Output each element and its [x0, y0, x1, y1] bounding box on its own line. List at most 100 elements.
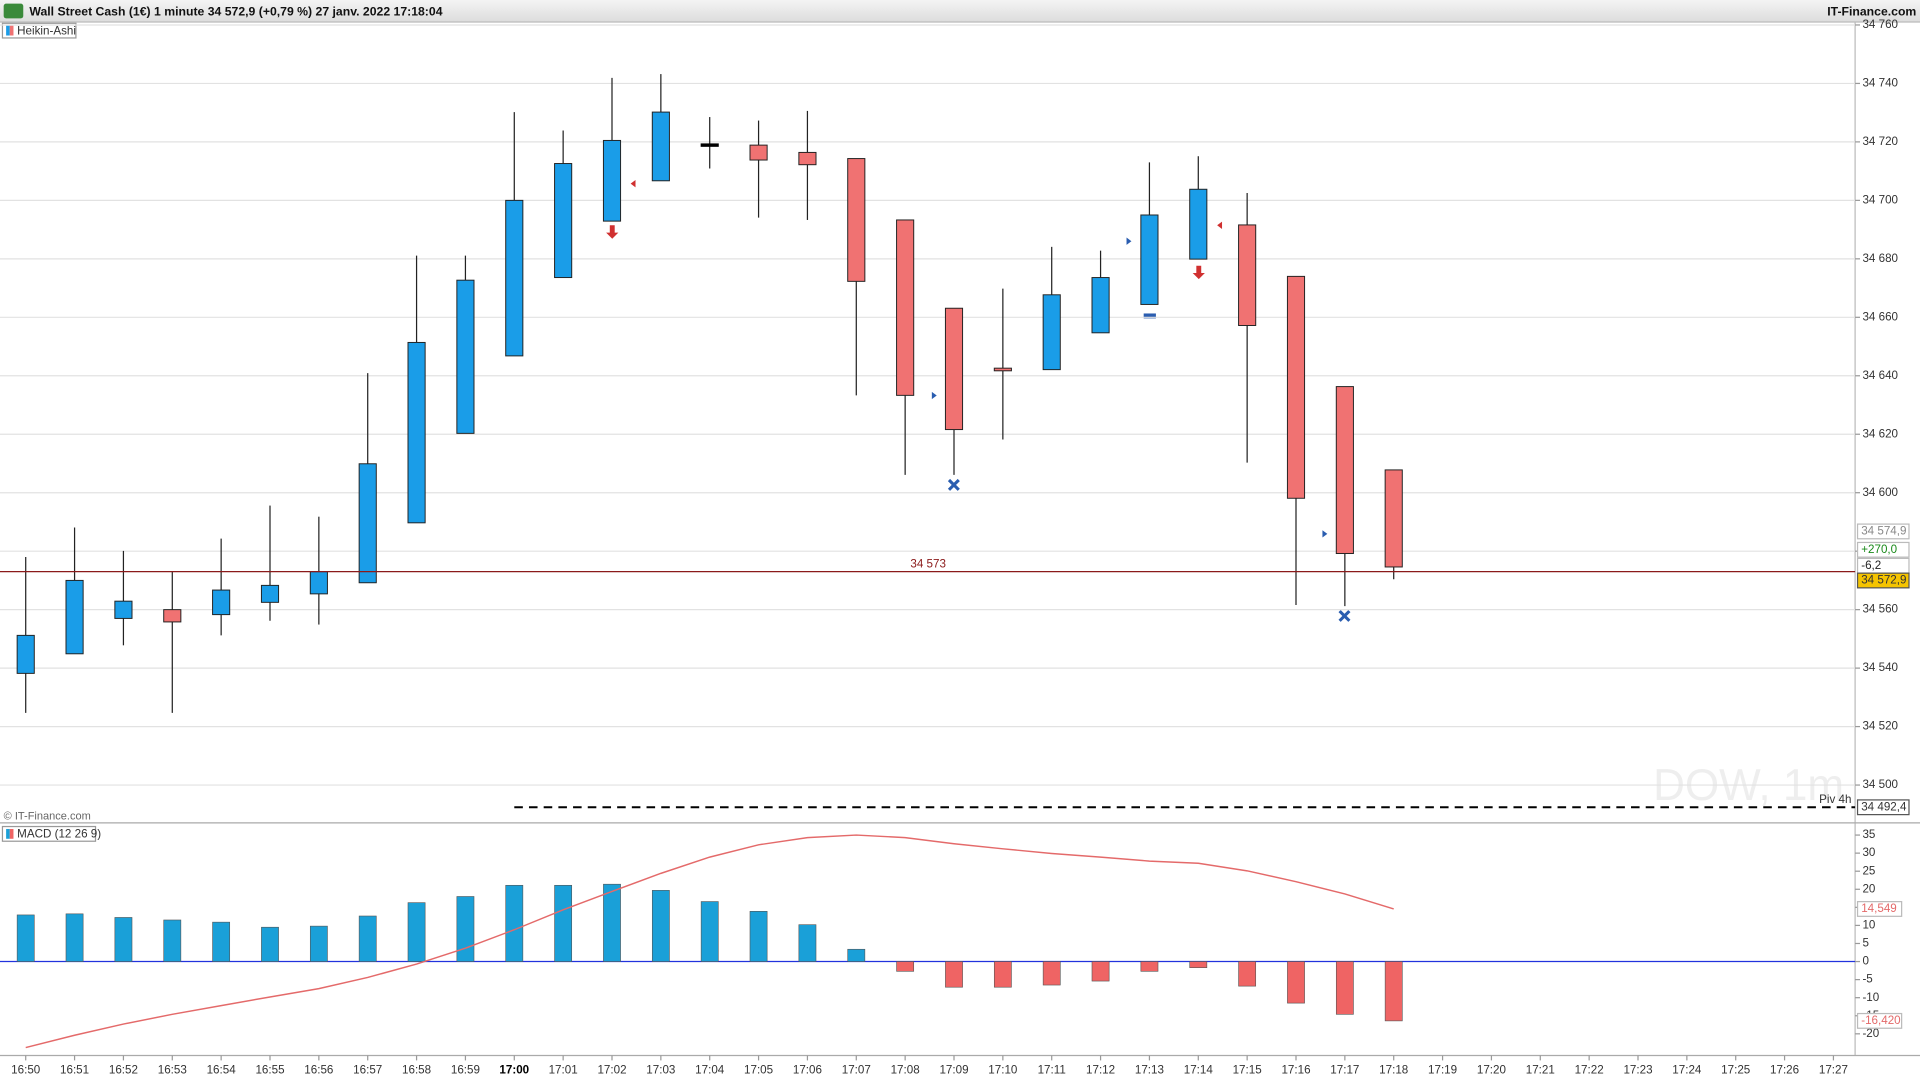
macd-bar	[407, 902, 426, 962]
x-tick-label: 16:59	[451, 1063, 480, 1076]
price-tag: +270,0	[1861, 543, 1897, 556]
macd-bar	[651, 890, 670, 962]
dash-marker	[1143, 313, 1156, 319]
macd-legend-box[interactable]	[1, 825, 97, 842]
x-tick-label: 16:57	[353, 1063, 382, 1076]
price-tag: 34 574,9	[1861, 525, 1906, 538]
down-arrow	[1192, 265, 1205, 280]
macd-bar	[309, 925, 328, 962]
candle-body	[798, 151, 817, 166]
macd-bar	[358, 915, 377, 962]
y-tick-label: 34 560	[1862, 603, 1898, 616]
candle-body	[65, 579, 84, 655]
x-tick-label: 17:15	[1233, 1063, 1262, 1076]
macd-bar	[603, 883, 621, 962]
macd-bar	[505, 884, 524, 962]
x-tick-label: 16:58	[402, 1063, 431, 1076]
x-tick-label: 17:19	[1428, 1063, 1457, 1076]
x-tick-label: 17:02	[597, 1063, 626, 1076]
macd-bar	[896, 961, 915, 972]
pivot-tag-box	[1856, 799, 1910, 816]
candle-body	[896, 219, 915, 396]
macd-bar	[1140, 961, 1159, 972]
x-tick-label: 17:26	[1770, 1063, 1799, 1076]
x-tick-label: 17:17	[1330, 1063, 1359, 1076]
signal-markers	[606, 180, 1351, 622]
signal-line	[25, 834, 1394, 1049]
x-tick-label: 17:06	[793, 1063, 822, 1076]
candle-body	[1140, 214, 1159, 305]
y-tick-label: 30	[1862, 846, 1875, 859]
macd-bar	[1042, 961, 1061, 986]
x-tick-label: 16:53	[158, 1063, 187, 1076]
macd-bar	[798, 924, 817, 962]
x-tick-label: 17:07	[842, 1063, 871, 1076]
header-source[interactable]: IT-Finance.com	[1827, 4, 1916, 18]
pivot-tag: 34 492,4	[1861, 800, 1907, 813]
candle-body	[16, 634, 35, 674]
y-tick-label: 10	[1862, 918, 1875, 931]
x-tick-label: 17:04	[695, 1063, 725, 1076]
right-marker	[1126, 237, 1132, 245]
x-tick-label: 17:23	[1623, 1063, 1652, 1076]
x-tick-label: 17:16	[1281, 1063, 1310, 1076]
y-tick-label: 34 640	[1862, 369, 1898, 382]
left-marker	[630, 180, 636, 188]
legend-box[interactable]	[1, 22, 77, 39]
y-tick-label: 34 680	[1862, 252, 1898, 265]
candle-body	[847, 158, 866, 282]
candle-body	[1238, 224, 1257, 326]
app-icon[interactable]	[3, 3, 24, 19]
value-tag-box	[1856, 901, 1903, 917]
macd-bar	[114, 917, 133, 962]
candle-body	[163, 609, 182, 623]
y-tick-label: 34 720	[1862, 135, 1898, 148]
y-tick-label: 34 500	[1862, 778, 1898, 791]
right-marker	[1322, 530, 1328, 538]
x-tick-label: 17:05	[744, 1063, 773, 1076]
candle-body	[1042, 294, 1061, 371]
y-tick-label: -5	[1862, 973, 1872, 986]
y-tick-label: 25	[1862, 864, 1875, 877]
x-tick-label: 17:25	[1721, 1063, 1750, 1076]
macd-bar	[554, 884, 573, 962]
x-tick-label: 17:27	[1819, 1063, 1848, 1076]
x-tick-label: 17:10	[988, 1063, 1018, 1076]
price-tag-box	[1856, 541, 1910, 558]
macd-swatch	[9, 828, 14, 839]
macd-bar	[749, 911, 768, 962]
legend-swatch-up	[6, 25, 10, 36]
y-tick-label: 34 660	[1862, 310, 1898, 323]
macd-bar	[456, 896, 475, 962]
y-tick-label: 35	[1862, 828, 1875, 841]
macd-bar	[1238, 961, 1257, 987]
y-tick-label: -10	[1862, 991, 1879, 1004]
y-tick-label: 34 740	[1862, 77, 1898, 90]
value-tag: -16,420	[1861, 1014, 1901, 1027]
left-marker	[1217, 221, 1223, 229]
value-tag-box	[1856, 1012, 1903, 1029]
down-arrow	[606, 225, 619, 239]
macd-bar	[1335, 961, 1354, 1015]
pivot-name: Piv 4h	[1819, 793, 1851, 806]
x-tick-label: 17:21	[1526, 1063, 1555, 1076]
price-tag: -6,2	[1861, 559, 1881, 572]
x-tick-label: 17:18	[1379, 1063, 1408, 1076]
y-tick-label: 34 620	[1862, 427, 1898, 440]
x-tick-label: 17:08	[891, 1063, 920, 1076]
candle-body	[309, 571, 328, 595]
macd-bar	[212, 921, 231, 962]
macd-legend-label: MACD (12 26 9)	[17, 828, 101, 841]
candle-body	[456, 279, 475, 434]
macd-bar	[1189, 961, 1208, 968]
cross-marker	[1338, 609, 1351, 622]
candle-body	[505, 199, 524, 357]
right-marker	[931, 391, 937, 400]
x-tick-label: 17:11	[1038, 1063, 1066, 1076]
x-tick-label: 16:56	[304, 1063, 333, 1076]
current-price-box	[1856, 572, 1910, 589]
header-title: Wall Street Cash (1€) 1 minute 34 572,9 …	[29, 4, 442, 18]
